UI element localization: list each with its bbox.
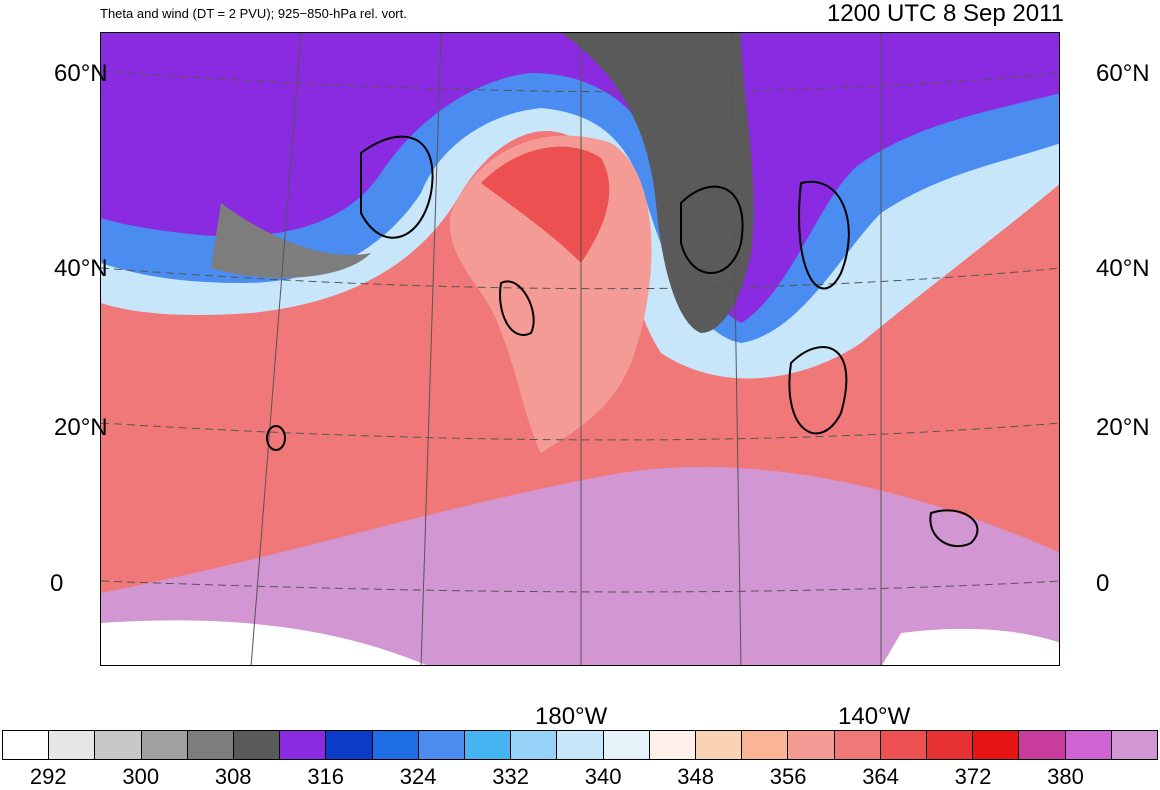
colorbar-swatch — [880, 731, 928, 759]
colorbar-tick-label: 300 — [122, 764, 160, 789]
colorbar-swatch — [187, 731, 235, 759]
colorbar-tick-label: 364 — [862, 764, 899, 789]
graticule — [101, 70, 1059, 593]
colorbar-tick-label: 316 — [307, 764, 345, 789]
colorbar-swatch — [326, 731, 373, 759]
ridge-core-red — [481, 146, 610, 263]
southern-low-theta-patch — [101, 620, 427, 665]
colorbar-swatch — [372, 731, 419, 759]
colorbar-swatch — [234, 731, 281, 759]
colorbar-swatch — [3, 731, 50, 759]
lat-label-40n-left: 40°N — [54, 255, 108, 282]
colorbar-swatch — [834, 731, 881, 759]
lon-label-180w: 180°W — [535, 703, 608, 730]
lat-label-60n-left: 60°N — [54, 60, 108, 87]
colorbar-swatch — [1111, 731, 1158, 759]
colorbar-swatch — [603, 731, 650, 759]
colorbar-tick-label: 292 — [29, 764, 67, 789]
map-timestamp: 1200 UTC 8 Sep 2011 — [826, 0, 1064, 27]
lat-label-20n-right: 20°N — [1096, 414, 1150, 441]
lat-label-eq-right: 0 — [1096, 570, 1110, 597]
lon-label-140w: 140°W — [838, 703, 911, 730]
colorbar-swatch — [465, 731, 512, 759]
colorbar-tick-label: 324 — [399, 764, 437, 789]
colorbar-tick-label: 380 — [1047, 764, 1084, 789]
trough-dark-core — [561, 33, 754, 333]
colorbar-swatch — [696, 731, 743, 759]
colorbar-swatch — [557, 731, 604, 759]
map-panel — [100, 32, 1060, 666]
colorbar-tick-label: 348 — [677, 764, 714, 789]
map-subtitle: Theta and wind (DT = 2 PVU); 925−850-hPa… — [100, 6, 407, 21]
colorbar-swatch — [49, 731, 96, 759]
colorbar-swatch — [927, 731, 974, 759]
theta-colorbar — [2, 730, 1158, 760]
colorbar-tick-label: 340 — [584, 764, 622, 789]
colorbar-tick-label: 332 — [492, 764, 529, 789]
theta-field — [101, 33, 1059, 665]
colorbar-swatch — [1019, 731, 1066, 759]
equatorial-high-theta-band — [101, 466, 1059, 665]
colorbar-swatch — [280, 731, 327, 759]
colorbar-swatch — [649, 731, 697, 759]
stratospheric-reservoir-purple — [101, 33, 1059, 323]
vorticity-contours — [266, 135, 979, 548]
colorbar-tick-label: 372 — [954, 764, 992, 789]
southern-low-theta-patch-east — [882, 628, 1059, 665]
colorbar-swatch — [1065, 731, 1112, 759]
colorbar-swatch — [95, 731, 142, 759]
colorbar-swatch — [973, 731, 1020, 759]
lat-label-20n-left: 20°N — [54, 414, 108, 441]
lat-label-eq-left: 0 — [50, 570, 64, 597]
lat-label-60n-right: 60°N — [1096, 60, 1150, 87]
colorbar-swatch — [788, 731, 835, 759]
colorbar-tick-label: 356 — [769, 764, 807, 789]
colorbar-swatch — [141, 731, 188, 759]
colorbar-swatch — [418, 731, 466, 759]
colorbar-swatch — [511, 731, 558, 759]
meridians — [250, 33, 882, 665]
western-dark-patch — [211, 203, 371, 278]
colorbar-tick-label: 308 — [214, 764, 252, 789]
lat-label-40n-right: 40°N — [1096, 255, 1150, 282]
colorbar-swatch — [742, 731, 789, 759]
